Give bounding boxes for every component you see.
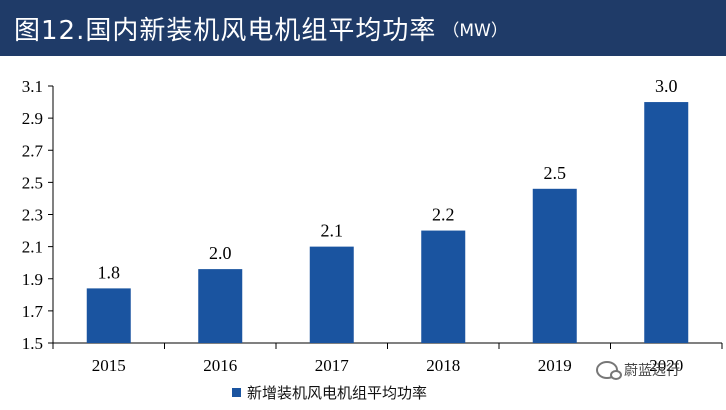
bar (421, 230, 466, 343)
bar (309, 246, 354, 343)
x-tick-label: 2016 (203, 356, 237, 375)
data-label: 2.1 (321, 221, 344, 241)
x-tick-label: 2019 (538, 356, 572, 375)
y-tick-label: 3.1 (22, 77, 43, 96)
x-tick-label: 2015 (92, 356, 126, 375)
chart-title: 图12.国内新装机风电机组平均功率 (14, 15, 437, 46)
y-tick-label: 1.5 (22, 334, 43, 353)
bar (198, 269, 243, 343)
data-label: 2.0 (209, 243, 232, 263)
data-label: 3.0 (655, 76, 678, 96)
legend: 新增装机风电机组平均功率 (232, 382, 427, 403)
legend-label: 新增装机风电机组平均功率 (247, 384, 428, 402)
y-tick-label: 1.9 (22, 270, 43, 289)
bar (644, 102, 689, 343)
y-tick-label: 1.7 (22, 302, 44, 321)
legend-swatch (232, 388, 241, 397)
chart-unit: （MW） (442, 20, 508, 41)
x-tick-label: 2018 (426, 356, 460, 375)
data-label: 2.2 (432, 205, 455, 225)
bar-chart: 1.5 1.7 1.9 2.1 2.3 2.5 2.7 2.9 3.1 1.8 2015 2.0 201… (22, 76, 723, 375)
y-tick-label: 2.1 (22, 238, 43, 257)
bar (532, 188, 577, 343)
watermark-text: 蔚蓝远行 (624, 363, 680, 379)
wechat-icon (596, 361, 622, 380)
x-tick-label: 2017 (315, 356, 350, 375)
bar (86, 288, 131, 343)
data-label: 2.5 (544, 163, 567, 183)
watermark: 蔚蓝远行 (596, 360, 680, 380)
y-tick-label: 2.3 (22, 206, 43, 225)
x-tick-label: 2020 (649, 356, 683, 375)
title-bar: 图12.国内新装机风电机组平均功率 （MW） (0, 0, 726, 56)
y-tick-label: 2.7 (22, 141, 44, 160)
data-label: 1.8 (98, 262, 121, 282)
y-tick-label: 2.5 (22, 173, 43, 192)
y-tick-label: 2.9 (22, 109, 43, 128)
